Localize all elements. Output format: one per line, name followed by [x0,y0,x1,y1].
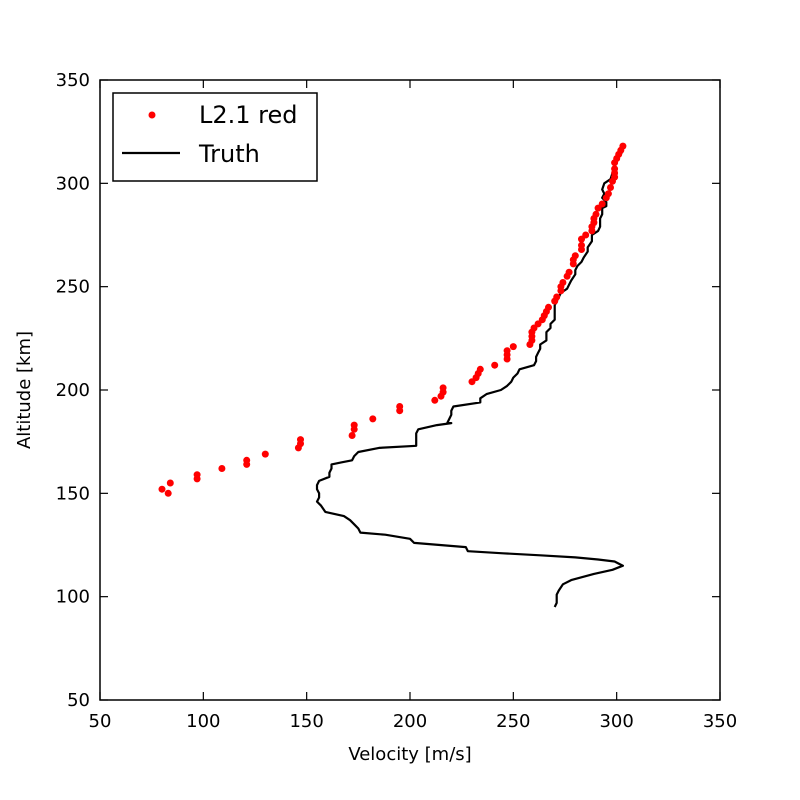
l21-red-point [164,489,172,497]
legend-label-l21-red: L2.1 red [199,101,298,129]
y-tick-label: 250 [56,277,90,298]
l21-red-point [503,355,511,363]
l21-red-point [348,432,356,439]
truth-series [315,149,625,608]
y-tick-label: 50 [67,690,90,711]
l21-red-point [261,450,269,458]
l21-red-point [243,460,251,468]
y-tick-label: 100 [56,587,90,608]
l21-red-point [607,184,614,191]
l21-red-point [563,272,571,280]
x-tick-label: 350 [703,711,737,732]
l21-red-point [166,479,174,487]
l21-red-point [588,227,596,235]
x-tick-label: 150 [289,711,323,732]
x-tick-label: 300 [599,711,633,732]
l21-red-point [468,378,476,386]
l21-red-point [294,444,302,452]
y-tick-label: 150 [56,483,90,504]
legend-box [112,92,318,182]
l21-red-point [526,341,534,348]
x-tick-label: 250 [496,711,530,732]
l21-red-point [193,475,201,483]
l21-red-point [557,287,565,295]
l21-red-point [602,194,610,202]
l21-red-point [569,260,577,268]
x-tick-label: 50 [89,711,112,732]
y-tick-label: 300 [56,173,90,194]
l21-red-point [578,246,585,253]
l21-red-point [611,159,619,167]
l21-red-point [350,425,358,433]
x-tick-label: 100 [186,711,220,732]
l21-red-point [158,485,166,493]
l21-red-point [594,204,602,212]
truth-line [315,149,625,608]
l21-red-point [609,177,616,185]
l21-red-point [396,407,404,415]
l21-red-point [437,392,445,400]
l21-red-point [509,343,517,351]
legend-marker-l21-red [148,111,156,119]
x-axis: 50 100 150 200 250 300 350 [89,80,737,732]
legend-label-truth: Truth [198,140,260,168]
y-tick-label: 200 [56,380,90,401]
x-axis-label: Velocity [m/s] [348,744,471,765]
l21-red-point [578,235,585,243]
legend: L2.1 red Truth [112,92,318,182]
l21-red-series [158,142,627,497]
x-tick-label: 200 [393,711,427,732]
y-axis-label: Altitude [km] [14,331,35,449]
y-tick-label: 350 [56,70,90,91]
plot-area [158,142,627,608]
l21-red-point [369,415,377,423]
l21-red-point [551,297,559,305]
l21-red-point [491,361,499,369]
l21-red-point [431,396,439,404]
y-axis: 50 100 150 200 250 300 350 [56,70,720,711]
l21-red-point [218,465,226,472]
